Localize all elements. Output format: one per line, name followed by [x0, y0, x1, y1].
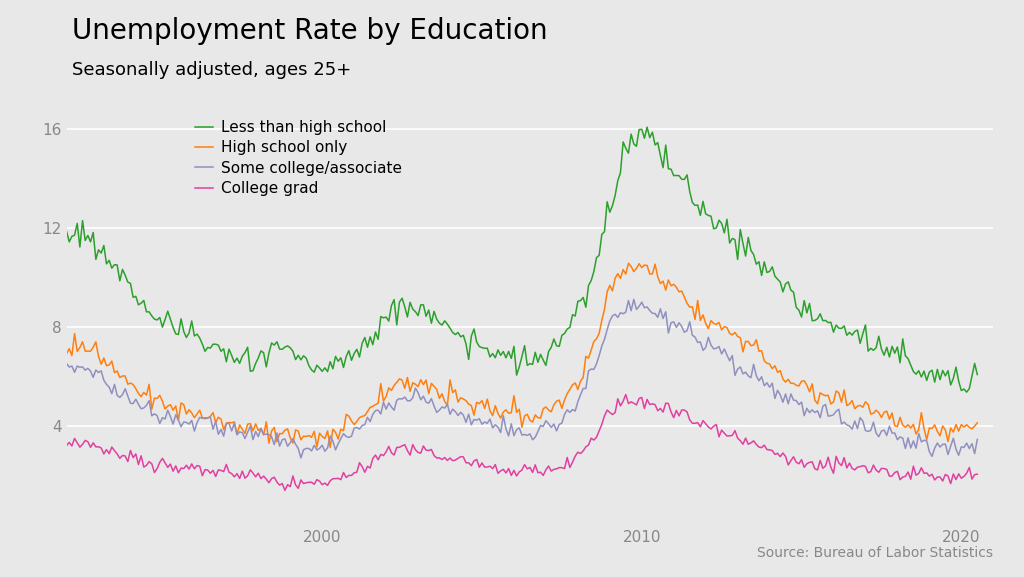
College grad	[279, 487, 291, 494]
Some college/associate	[971, 436, 983, 443]
College grad	[188, 465, 201, 472]
High school only	[279, 426, 291, 433]
High school only	[324, 444, 336, 451]
College grad	[322, 482, 334, 489]
Text: Unemployment Rate by Education: Unemployment Rate by Education	[72, 17, 547, 46]
Text: Source: Bureau of Labor Statistics: Source: Bureau of Labor Statistics	[758, 546, 993, 560]
College grad	[60, 442, 73, 449]
College grad	[282, 481, 294, 488]
Some college/associate	[60, 360, 73, 367]
Less than high school	[684, 188, 696, 195]
College grad	[971, 471, 983, 478]
Some college/associate	[295, 455, 307, 462]
High school only	[188, 414, 201, 421]
Some college/associate	[628, 296, 640, 303]
High school only	[686, 304, 698, 310]
Line: Some college/associate: Some college/associate	[67, 299, 977, 458]
Less than high school	[971, 371, 983, 378]
High school only	[318, 435, 331, 442]
Some college/associate	[322, 444, 334, 451]
College grad	[686, 420, 698, 427]
College grad	[620, 391, 632, 398]
Some college/associate	[748, 361, 760, 368]
Less than high school	[844, 329, 856, 336]
Less than high school	[744, 247, 757, 254]
Less than high school	[188, 332, 201, 339]
High school only	[748, 342, 760, 349]
Legend: Less than high school, High school only, Some college/associate, College grad: Less than high school, High school only,…	[195, 120, 401, 196]
Line: Less than high school: Less than high school	[67, 127, 977, 392]
High school only	[971, 419, 983, 426]
High school only	[846, 397, 858, 404]
Less than high school	[961, 389, 973, 396]
Less than high school	[60, 228, 73, 235]
Line: High school only: High school only	[67, 263, 977, 448]
Less than high school	[279, 343, 291, 350]
Line: College grad: College grad	[67, 395, 977, 490]
College grad	[748, 437, 760, 444]
Some college/associate	[188, 428, 201, 434]
Some college/associate	[846, 426, 858, 433]
Text: Seasonally adjusted, ages 25+: Seasonally adjusted, ages 25+	[72, 61, 351, 78]
Less than high school	[641, 123, 653, 130]
Less than high school	[318, 365, 331, 372]
High school only	[60, 350, 73, 357]
College grad	[846, 465, 858, 472]
Some college/associate	[279, 436, 291, 443]
High school only	[623, 260, 635, 267]
Some college/associate	[686, 332, 698, 339]
